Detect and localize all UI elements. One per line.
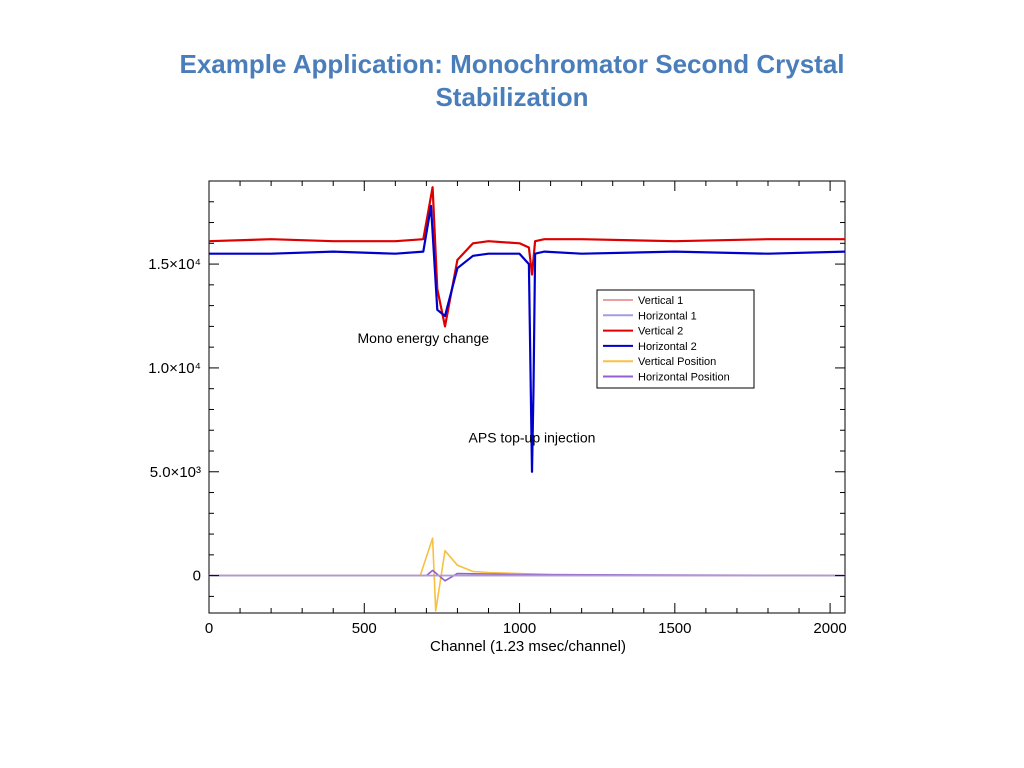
y-tick-label: 1.0×10⁴ bbox=[148, 360, 201, 377]
legend-label: Horizontal Position bbox=[638, 372, 730, 384]
x-tick-label: 500 bbox=[352, 620, 377, 637]
x-tick-label: 0 bbox=[205, 620, 213, 637]
annotation: APS top-up injection bbox=[469, 430, 596, 446]
legend-label: Vertical 1 bbox=[638, 295, 683, 307]
annotation: Mono energy change bbox=[358, 330, 490, 346]
annotations: Mono energy change APS top-up injection bbox=[358, 330, 596, 446]
x-tick-label: 2000 bbox=[813, 620, 846, 637]
ticks-layer bbox=[208, 181, 845, 613]
legend-label: Horizontal 1 bbox=[638, 310, 697, 322]
slide-title: Example Application: Monochromator Secon… bbox=[179, 49, 845, 112]
x-tick-label: 1000 bbox=[503, 620, 536, 637]
x-axis-label: Channel (1.23 msec/channel) bbox=[430, 638, 626, 655]
legend: Vertical 1 Horizontal 1 Vertical 2 Horizont… bbox=[596, 289, 755, 389]
legend-label: Vertical Position bbox=[638, 356, 716, 368]
series-layer bbox=[208, 186, 846, 612]
x-tick-label: 1500 bbox=[658, 620, 691, 637]
legend-label: Horizontal 2 bbox=[638, 341, 697, 353]
y-tick-label: 5.0×10³ bbox=[150, 464, 201, 481]
series-line-horizontal-2 bbox=[209, 204, 846, 473]
legend-box bbox=[596, 289, 755, 389]
y-tick-label: 0 bbox=[193, 568, 201, 585]
labels-layer: 0 500 1000 1500 2000 0 5.0×10³ 1.0×10⁴ 1.5×10⁴ bbox=[148, 256, 847, 637]
series-line-vertical-2 bbox=[208, 186, 845, 328]
legend-label: Vertical 2 bbox=[638, 326, 683, 338]
y-tick-label: 1.5×10⁴ bbox=[148, 256, 201, 273]
